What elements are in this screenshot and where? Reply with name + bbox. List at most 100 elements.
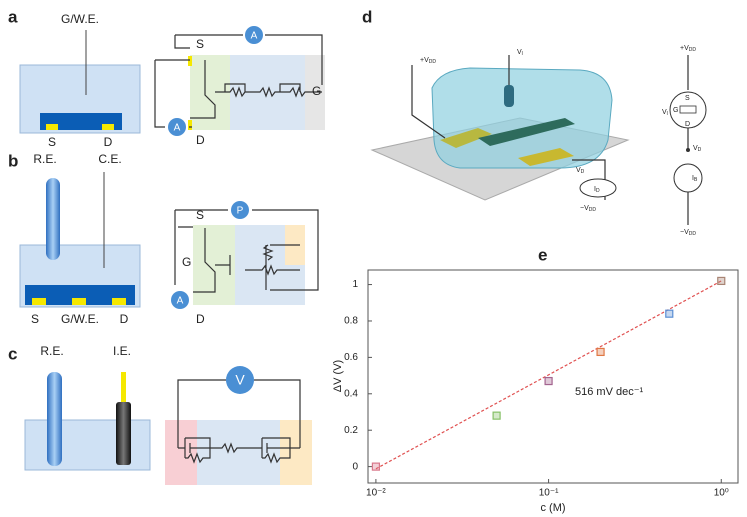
pad <box>112 298 126 305</box>
pad <box>188 56 192 66</box>
meter <box>226 366 254 394</box>
ib-label: IB <box>692 175 698 183</box>
panel-label: b <box>8 151 18 170</box>
source-label: S <box>196 208 204 222</box>
vl-label: Vl <box>517 49 523 57</box>
region <box>280 420 312 485</box>
channel <box>478 118 575 146</box>
gate-label: G <box>182 255 191 269</box>
vdd-label: −VDD <box>680 229 696 237</box>
panel-e: e ΔV (V) c (M) 516 mV dec⁻¹ 0 0.2 0.4 0.6 0.… <box>332 245 739 514</box>
pad <box>72 298 86 305</box>
x-tick-label: 10⁰ <box>714 488 729 499</box>
point <box>492 411 501 420</box>
meter <box>168 118 186 136</box>
indicator-tip <box>121 372 126 407</box>
x-axis-label: c (M) <box>540 502 565 514</box>
vd-label: VD <box>576 167 585 175</box>
reference-electrode <box>46 178 60 260</box>
wires <box>411 55 606 200</box>
meter-label: P <box>237 206 244 217</box>
y-tick-label: 0.2 <box>344 425 358 436</box>
current-source <box>673 163 703 193</box>
gate-label: G/W.E. <box>61 312 99 326</box>
drain-label: D <box>685 121 690 128</box>
region <box>165 420 197 485</box>
meter-label: A <box>174 123 181 134</box>
annotation: 516 mV dec⁻¹ <box>575 386 644 398</box>
x-tick-label: 10⁻¹ <box>539 488 559 499</box>
panel-d: d +VDD Vl VD ID −VDD +VDD S G Vl D VD IB… <box>362 7 707 237</box>
meter <box>171 291 189 309</box>
panel-c: c R.E. I.E. V <box>8 344 312 485</box>
source-label: S <box>31 312 39 326</box>
reference-label: R.E. <box>40 344 63 358</box>
substrate <box>40 113 122 130</box>
gate <box>679 105 697 114</box>
meter-label: A <box>251 31 258 42</box>
gate-label: G <box>312 84 321 98</box>
panel-label: e <box>538 245 547 264</box>
plot-frame <box>367 269 739 484</box>
source-label: S <box>685 95 690 102</box>
panel-label: d <box>362 7 372 26</box>
electrode <box>518 148 574 166</box>
x-tick-label: 10⁻² <box>366 488 386 499</box>
gate-label: G <box>673 107 678 114</box>
id-label: ID <box>594 186 600 194</box>
region <box>235 225 290 305</box>
drain-label: D <box>196 133 205 147</box>
electrode-label: G/W.E. <box>61 12 99 26</box>
panel-b: b R.E. C.E. S G/W.E. D P A S G D <box>8 151 319 326</box>
circuit-wires <box>177 379 301 464</box>
reference-electrode <box>47 372 62 466</box>
source-label: S <box>48 135 56 149</box>
circuit-wires <box>174 209 319 293</box>
panel-a: a G/W.E. S D A A S D G <box>8 7 325 149</box>
y-tick-label: 0 <box>352 461 358 472</box>
pad <box>188 120 192 130</box>
pad <box>102 124 114 130</box>
drain-label: D <box>120 312 129 326</box>
drain-label: D <box>196 312 205 326</box>
substrate <box>25 285 135 305</box>
vdd-label: +VDD <box>420 57 436 65</box>
y-axis-label: ΔV (V) <box>332 360 344 392</box>
indicator-electrode <box>116 402 131 465</box>
point <box>596 347 605 357</box>
pad <box>32 298 46 305</box>
y-tick-label: 0.6 <box>344 352 358 363</box>
node <box>686 148 690 152</box>
tub <box>431 67 613 169</box>
point <box>717 276 726 286</box>
meter <box>231 201 249 219</box>
point <box>665 309 674 318</box>
circuit-wires <box>154 34 323 128</box>
drain-label: D <box>104 135 113 149</box>
vdd-label: +VDD <box>680 45 696 53</box>
vdd-label: −VDD <box>580 205 596 213</box>
gate-electrode <box>504 85 514 107</box>
meter <box>245 26 263 44</box>
y-tick-label: 0.4 <box>344 388 358 399</box>
panel-label: a <box>8 7 18 26</box>
vl-label: Vl <box>662 109 668 117</box>
pad <box>46 124 58 130</box>
meter-label: V <box>235 372 245 388</box>
point <box>371 462 381 471</box>
panel-label: c <box>8 344 17 363</box>
source-label: S <box>196 37 204 51</box>
region <box>197 420 280 485</box>
indicator-label: I.E. <box>113 344 131 358</box>
region <box>285 265 305 305</box>
y-tick-label: 1 <box>352 279 358 290</box>
y-tick-label: 0.8 <box>344 316 358 327</box>
counter-label: C.E. <box>98 152 121 166</box>
reference-label: R.E. <box>33 152 56 166</box>
current-source <box>579 178 617 198</box>
fit-line <box>375 280 722 470</box>
electrode <box>440 128 492 148</box>
vd-label: VD <box>693 145 702 153</box>
beaker <box>24 419 151 471</box>
